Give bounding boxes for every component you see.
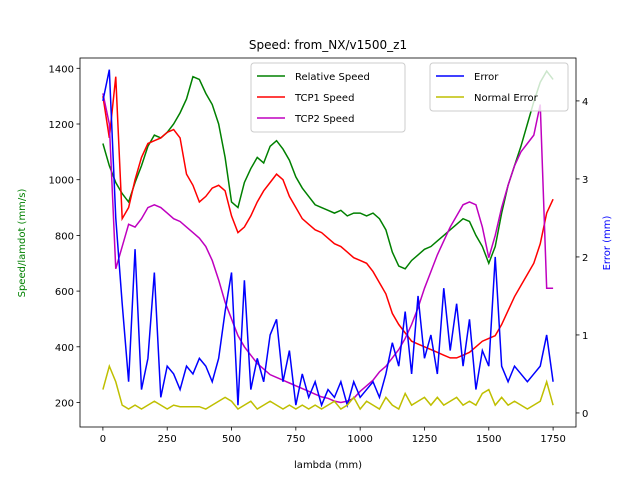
legend-label: Relative Speed <box>295 72 370 83</box>
plot-frame <box>79 57 577 428</box>
y2-tick-label: 0 <box>582 409 588 420</box>
x-tick-label: 1750 <box>540 434 565 445</box>
y-tick-label: 600 <box>55 287 74 298</box>
x-tick-label: 0 <box>100 434 106 445</box>
x-axis-label: lambda (mm) <box>294 460 362 471</box>
y2-tick-label: 1 <box>582 331 588 342</box>
x-tick-label: 1500 <box>476 434 501 445</box>
y-tick-label: 400 <box>55 343 74 354</box>
series-line <box>102 76 554 359</box>
legend-label: Normal Error <box>474 93 539 104</box>
y-tick-label: 1200 <box>49 120 74 131</box>
y-tick-label: 800 <box>55 231 74 242</box>
y-tick-label: 200 <box>55 398 74 409</box>
legend-label: Error <box>474 72 499 83</box>
series-line <box>102 363 554 411</box>
y2-tick-label: 4 <box>582 97 588 108</box>
x-tick-label: 750 <box>286 434 305 445</box>
x-tick-label: 250 <box>158 434 177 445</box>
chart-title: Speed: from_NX/v1500_z1 <box>249 38 407 52</box>
y2-tick-label: 3 <box>582 175 588 186</box>
legend-label: TCP2 Speed <box>294 114 354 125</box>
legend-box <box>429 62 569 112</box>
x-tick-label: 1000 <box>347 434 372 445</box>
y2-axis-label: Error (mm) <box>602 215 613 270</box>
legend-label: TCP1 Speed <box>294 93 354 104</box>
x-tick-label: 500 <box>222 434 241 445</box>
y-tick-label: 1000 <box>49 176 74 187</box>
series-line <box>102 93 554 404</box>
series-line <box>102 69 554 408</box>
series-line <box>102 69 554 270</box>
x-tick-label: 1250 <box>412 434 437 445</box>
y-axis-label: Speed/lamdot (mm/s) <box>17 189 28 298</box>
y2-tick-label: 2 <box>582 253 588 264</box>
legend-box <box>250 62 406 133</box>
y-tick-label: 1400 <box>49 64 74 75</box>
